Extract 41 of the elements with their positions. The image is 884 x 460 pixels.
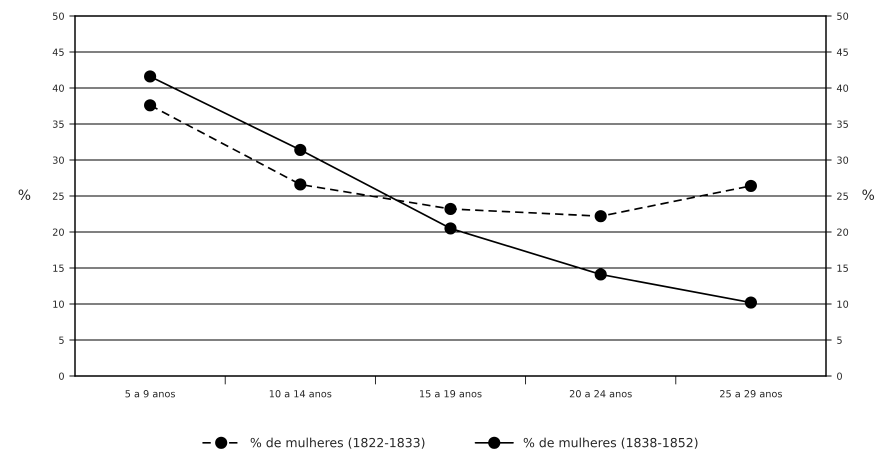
point [144,70,156,83]
point [594,210,607,222]
y2-tick-label: 0 [837,372,842,380]
x-tick-label: 20 a 24 anos [570,390,632,398]
y2-tick-label: 5 [837,336,842,344]
legend-label: % de mulheres (1838-1852) [524,438,698,449]
y-tick-label: 50 [52,12,64,20]
y-tick-label: 30 [52,156,64,164]
x-tick-label: 25 a 29 anos [720,390,782,398]
y2-tick-label: 45 [836,48,848,56]
y-tick-label: 35 [52,120,64,128]
y2-tick-label: 20 [837,228,848,236]
y-tick-label: 15 [53,264,64,272]
point [294,178,306,191]
y2-tick-label: 25 [837,192,848,200]
y2-tick-label: 50 [837,12,848,20]
point [144,99,156,112]
point [594,268,607,281]
y-tick-label: 40 [52,84,64,92]
y2-tick-label: 30 [837,156,848,164]
x-tick-label: 15 a 19 anos [420,390,482,398]
y-tick-label: 0 [59,372,64,380]
point [744,180,757,192]
y2-tick-label: 15 [837,264,848,272]
y-axis-title: % [18,190,30,200]
y-tick-label: 10 [53,300,64,308]
y2-tick-label: 10 [837,300,848,308]
y-tick-label: 20 [52,228,64,236]
x-tick-label: 5 a 9 anos [125,390,175,398]
y-tick-label: 45 [52,48,64,56]
x-tick-label: 10 a 14 anos [270,390,332,398]
y2-tick-label: 35 [837,120,848,128]
y2-tick-label: 40 [836,84,848,92]
point [294,144,306,156]
y-tick-label: 25 [52,192,64,200]
point [744,296,757,309]
y-tick-label: 5 [59,336,64,344]
y2-axis-title: % [862,190,874,200]
legend-label: % de mulheres (1822-1833) [250,438,424,449]
point [444,202,457,216]
point [444,222,457,234]
